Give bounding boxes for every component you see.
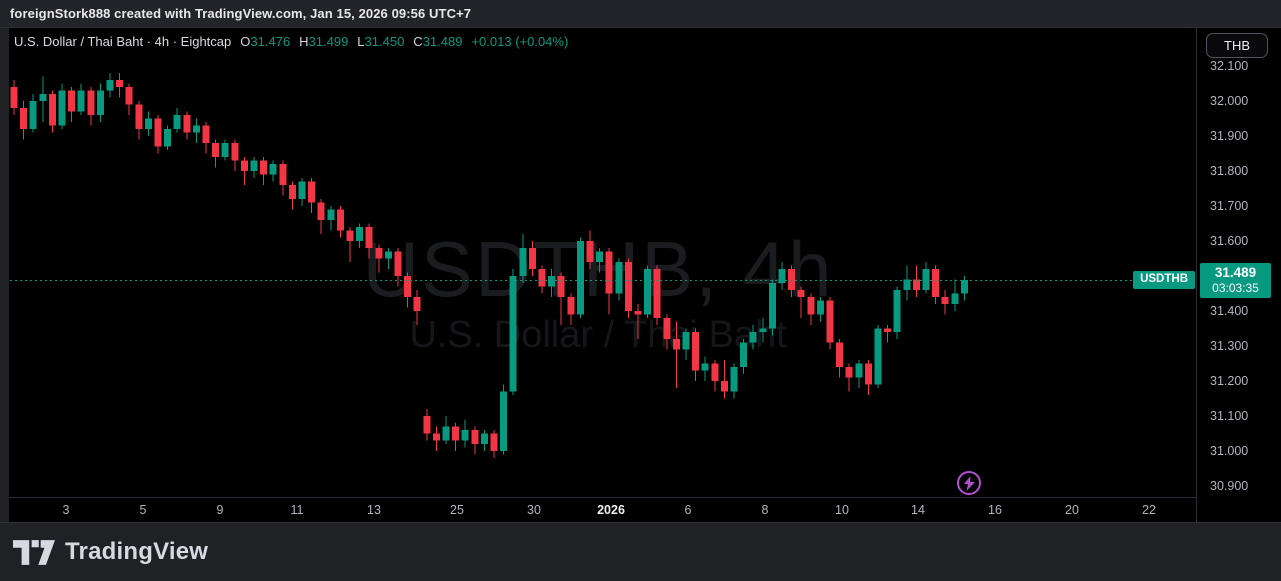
- price-tick-label: 32.100: [1210, 59, 1249, 73]
- bar-countdown: 03:03:35: [1212, 281, 1259, 295]
- time-tick-label: 3: [62, 503, 70, 517]
- price-tick-label: 31.900: [1210, 129, 1249, 143]
- legend-open: O31.476: [240, 34, 290, 49]
- price-tick-label: 31.400: [1210, 304, 1249, 318]
- time-tick-label: 5: [139, 503, 147, 517]
- legend-high: H31.499: [299, 34, 348, 49]
- time-tick-label: 16: [988, 503, 1002, 517]
- time-axis[interactable]: 3 5 9 11 13 25 30 2026 6 8 10 14 16 20 22: [0, 497, 1281, 522]
- legend-change: +0.013 (+0.04%): [471, 34, 569, 49]
- tradingview-logo[interactable]: TradingView: [13, 538, 208, 566]
- attribution-text: foreignStork888 created with TradingView…: [10, 6, 472, 21]
- price-tick-label: 31.600: [1210, 234, 1249, 248]
- time-tick-year-label: 2026: [597, 503, 625, 517]
- legend-close: C31.489: [413, 34, 462, 49]
- lightning-icon: [963, 475, 975, 491]
- legend-close-value: 31.489: [422, 34, 463, 49]
- legend-symbol-title: U.S. Dollar / Thai Baht · 4h · Eightcap: [14, 34, 232, 49]
- price-axis[interactable]: THB 31.489 03:03:35 32.100 32.000 31.900 31…: [1196, 28, 1281, 522]
- time-tick-label: 20: [1065, 503, 1079, 517]
- price-tick-label: 31.000: [1210, 444, 1249, 458]
- price-tick-label: 30.900: [1210, 479, 1249, 493]
- legend-low-value: 31.450: [364, 34, 405, 49]
- time-tick-label: 13: [367, 503, 381, 517]
- legend-close-letter: C: [413, 34, 423, 49]
- time-tick-label: 8: [761, 503, 769, 517]
- left-gutter: [0, 28, 9, 522]
- time-tick-label: 30: [527, 503, 541, 517]
- price-tick-label: 31.300: [1210, 339, 1249, 353]
- time-tick-label: 25: [450, 503, 464, 517]
- legend-high-value: 31.499: [308, 34, 349, 49]
- last-price-label: 31.489 03:03:35: [1200, 263, 1271, 298]
- tradingview-logo-icon: [13, 539, 55, 565]
- attribution-bar: foreignStork888 created with TradingView…: [0, 0, 1281, 28]
- time-tick-label: 14: [911, 503, 925, 517]
- time-tick-label: 10: [835, 503, 849, 517]
- legend-open-value: 31.476: [250, 34, 291, 49]
- legend-low: L31.450: [357, 34, 404, 49]
- price-line-symbol-tag: USDTHB: [1133, 271, 1195, 289]
- time-tick-label: 9: [216, 503, 224, 517]
- symbol-legend[interactable]: U.S. Dollar / Thai Baht · 4h · Eightcap …: [14, 34, 568, 49]
- time-tick-label: 6: [684, 503, 692, 517]
- price-tick-label: 31.700: [1210, 199, 1249, 213]
- legend-high-letter: H: [299, 34, 309, 49]
- time-tick-label: 11: [290, 503, 304, 517]
- legend-open-letter: O: [240, 34, 251, 49]
- event-marker[interactable]: [957, 471, 981, 495]
- price-tick-label: 31.200: [1210, 374, 1249, 388]
- currency-toggle-button[interactable]: THB: [1206, 33, 1268, 58]
- brand-name: TradingView: [65, 538, 209, 565]
- legend-low-letter: L: [357, 34, 365, 49]
- price-tick-label: 31.100: [1210, 409, 1249, 423]
- brand-bar: TradingView: [0, 522, 1281, 581]
- price-tick-label: 32.000: [1210, 94, 1249, 108]
- time-tick-label: 22: [1142, 503, 1156, 517]
- price-tick-label: 31.800: [1210, 164, 1249, 178]
- last-price-value: 31.489: [1214, 265, 1257, 280]
